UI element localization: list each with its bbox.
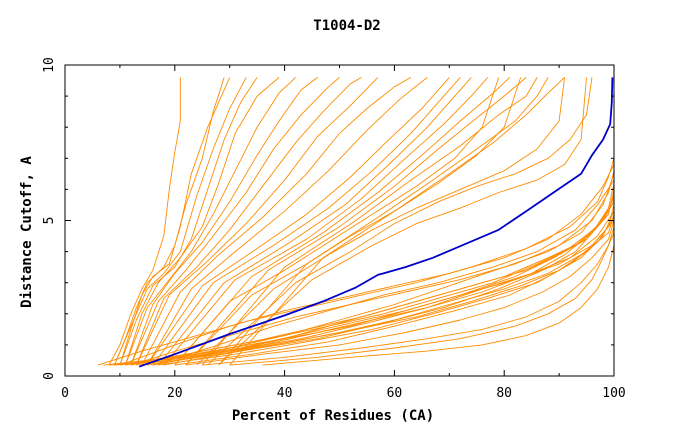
series-line-m25 <box>196 77 566 366</box>
y-axis-label: Distance Cutoff, A <box>19 156 35 308</box>
series-line-m14 <box>146 77 450 366</box>
x-tick-label: 20 <box>167 386 183 401</box>
plot-lines <box>97 77 615 368</box>
series-line-m48 <box>152 179 615 366</box>
series-line-m13 <box>146 77 428 366</box>
series-line-m19 <box>185 77 527 366</box>
series-line-m33 <box>130 195 615 366</box>
series-line-m38 <box>158 217 615 366</box>
series-line-m20 <box>201 77 538 366</box>
series-line-m23 <box>207 77 593 366</box>
series-line-m37 <box>152 183 615 366</box>
series-line-m09 <box>130 77 340 366</box>
series-line-m44 <box>202 226 615 366</box>
series-line-m22 <box>229 77 565 366</box>
series-line-m41 <box>130 170 615 366</box>
series-line-m45 <box>229 232 615 366</box>
x-tick-label: 0 <box>61 386 69 401</box>
highlight-series-line <box>138 77 614 368</box>
series-line-m05 <box>119 77 258 366</box>
series-line-m40 <box>174 211 615 366</box>
series-line-m01 <box>108 77 181 366</box>
series-line-m16 <box>157 77 472 366</box>
series-line-m39 <box>163 198 615 366</box>
series-line-m11 <box>135 77 379 366</box>
y-tick-label: 5 <box>42 217 57 225</box>
series-line-m27 <box>174 77 500 366</box>
series-line-m43 <box>185 220 615 366</box>
y-tick-label: 0 <box>42 372 57 380</box>
x-tick-label: 40 <box>277 386 293 401</box>
series-line-m18 <box>174 77 511 366</box>
series-line-m36 <box>147 204 615 366</box>
series-line-m12 <box>141 77 412 366</box>
x-tick-label: 80 <box>496 386 512 401</box>
series-line-m06 <box>124 77 280 366</box>
series-line-m24 <box>218 77 587 366</box>
series-line-m10 <box>135 77 362 366</box>
x-tick-label: 100 <box>602 386 625 401</box>
series-line-m17 <box>163 77 489 366</box>
series-line-m47 <box>97 158 615 366</box>
series-line-m46 <box>262 245 615 366</box>
series-line-m32 <box>125 210 615 366</box>
series-line-m08 <box>130 77 318 366</box>
series-line-m03 <box>119 77 231 366</box>
series-line-m07 <box>124 77 296 366</box>
axis-ticks: 0 20 40 60 80 100 0 5 10 <box>42 57 626 401</box>
chart-title: T1004-D2 <box>313 18 380 34</box>
x-tick-label: 60 <box>387 386 403 401</box>
x-axis-label: Percent of Residues (CA) <box>232 408 434 424</box>
series-line-m02 <box>113 77 225 366</box>
series-line-m15 <box>152 77 461 366</box>
y-tick-label: 10 <box>42 57 57 73</box>
series-line-m26 <box>185 77 522 366</box>
series-line-m04 <box>113 77 247 366</box>
series-line-m21 <box>218 77 549 366</box>
